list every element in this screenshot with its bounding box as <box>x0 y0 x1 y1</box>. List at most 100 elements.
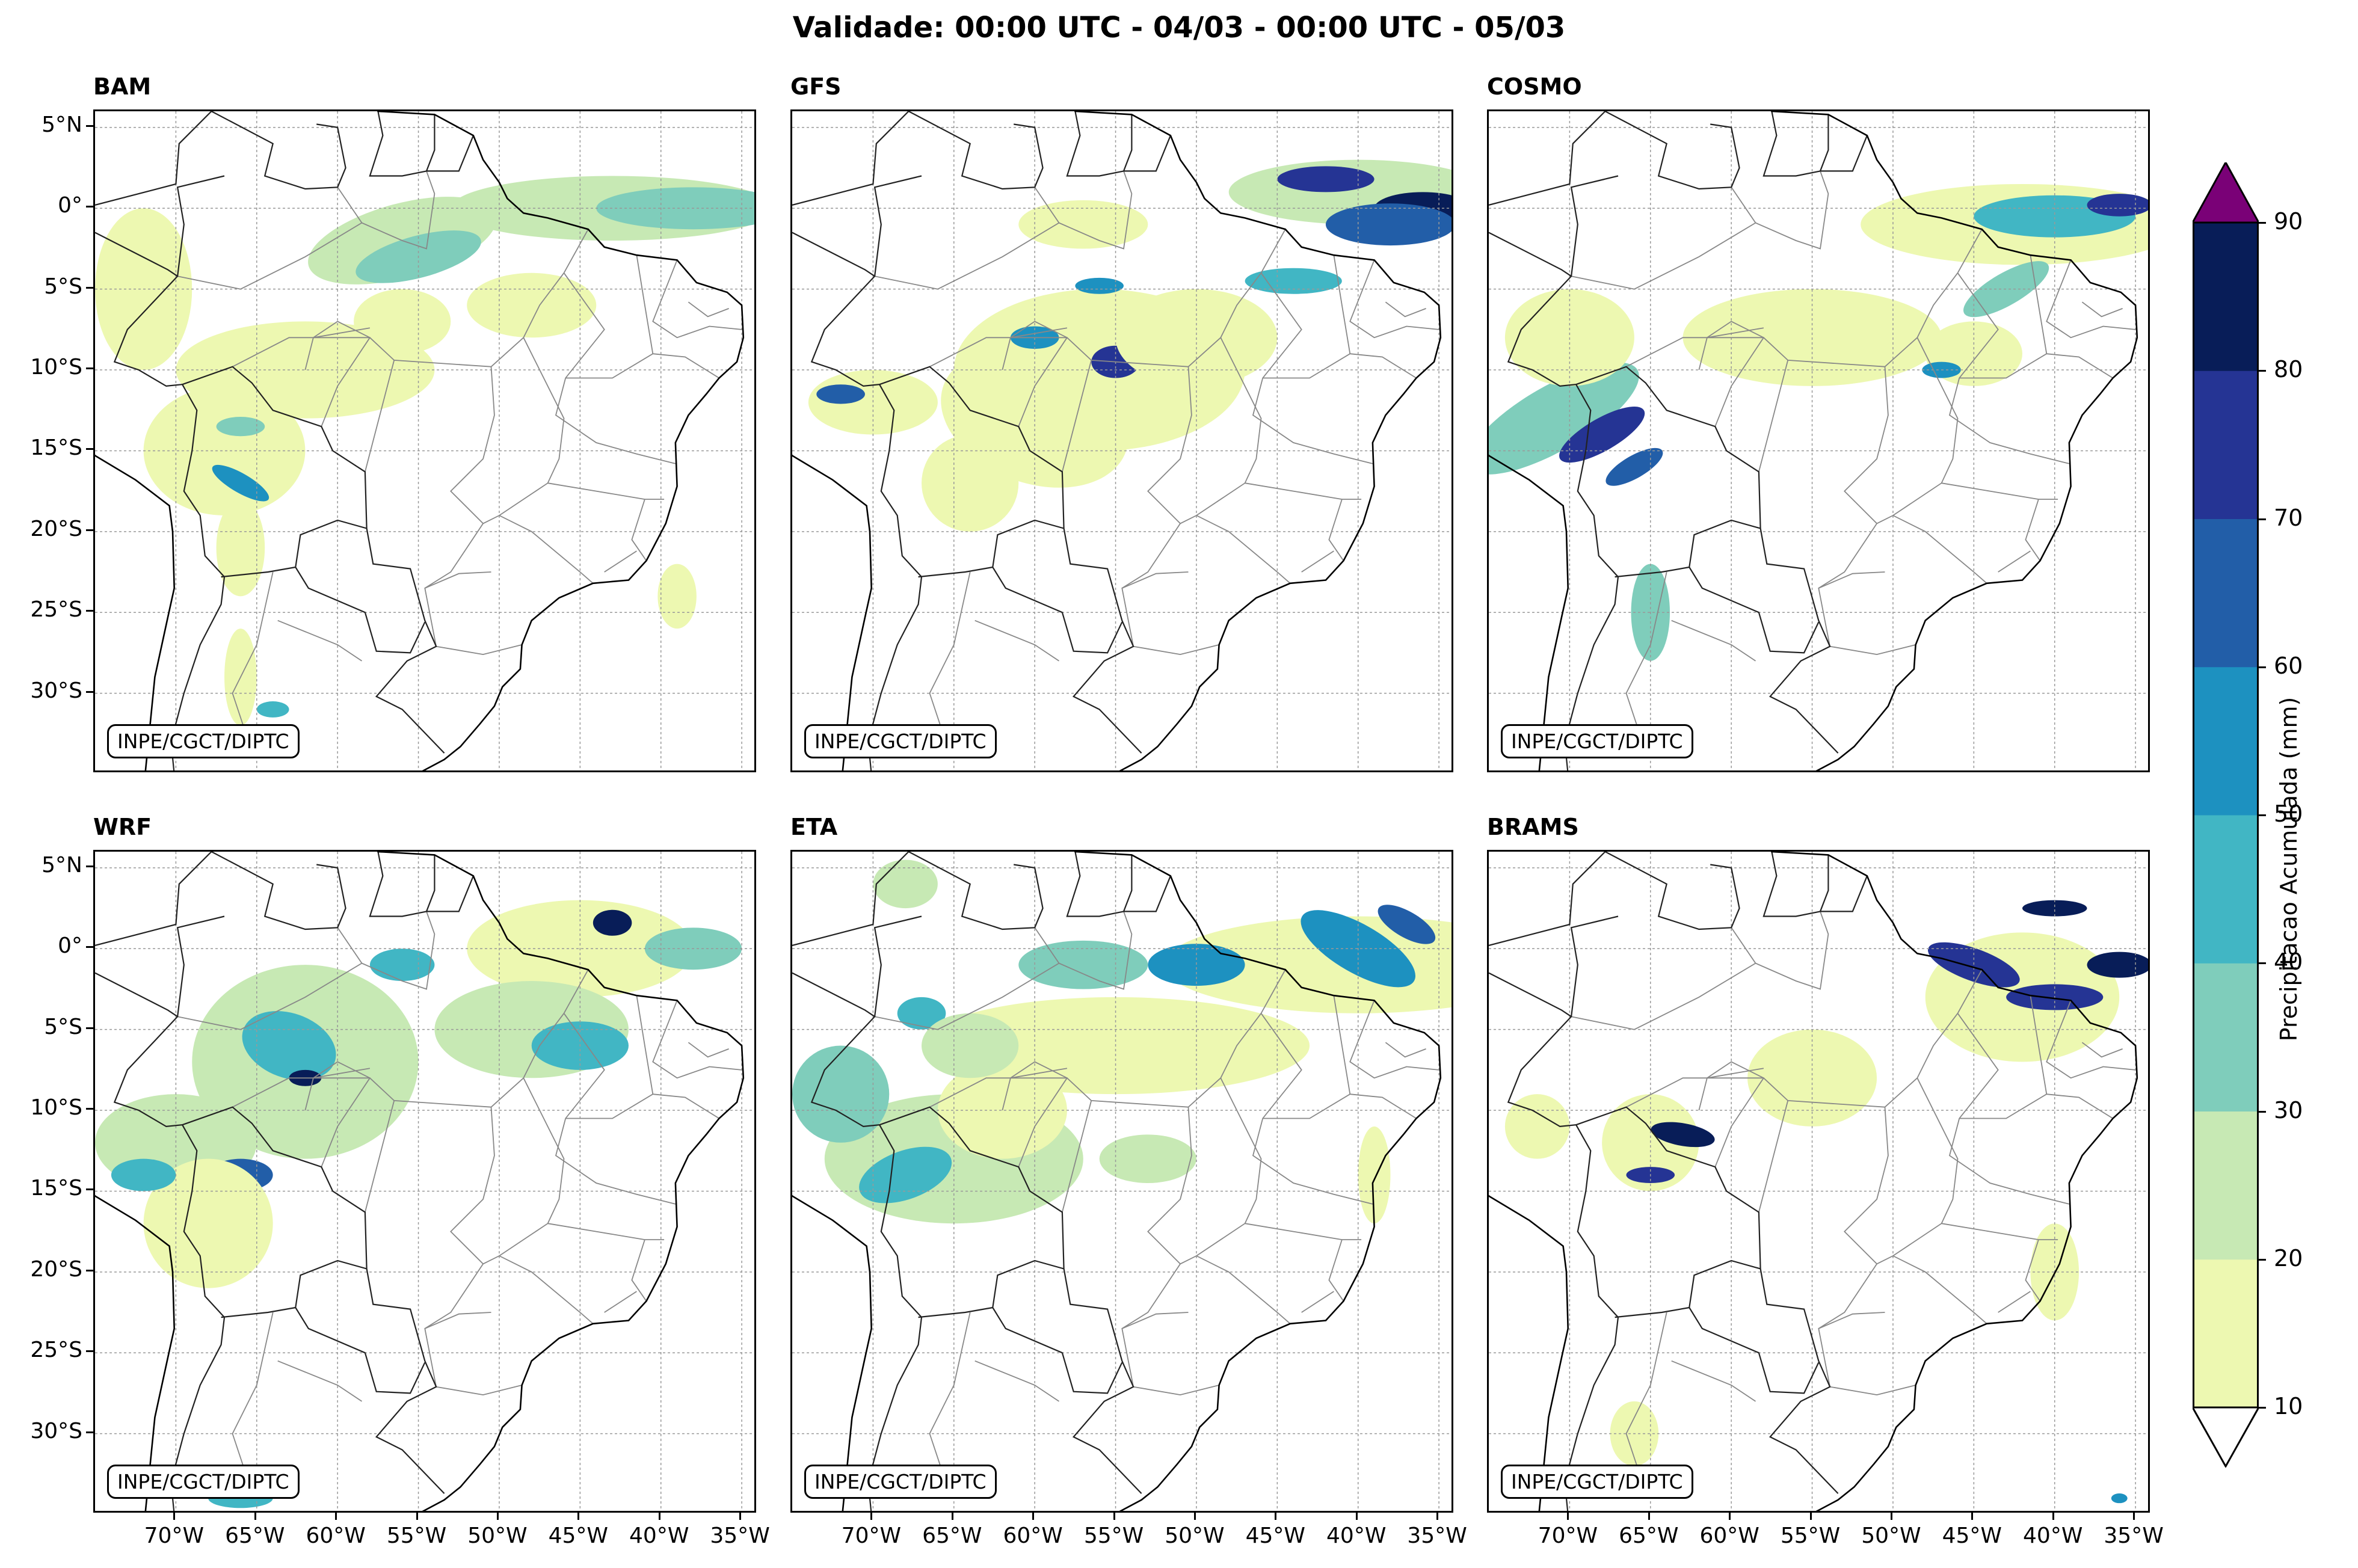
precipitation-area <box>2087 952 2148 978</box>
precipitation-area <box>1326 203 1451 246</box>
state-boundary <box>555 1013 676 1205</box>
colorbar-segment <box>2193 223 2259 371</box>
state-boundary <box>1350 353 1417 379</box>
state-boundary <box>1626 1068 1764 1108</box>
country-boundary <box>992 519 1064 568</box>
state-boundary <box>1196 515 1291 584</box>
panel-title-eta: ETA <box>790 814 838 840</box>
credit-label: INPE/CGCT/DIPTC <box>107 724 300 758</box>
state-boundary <box>1133 1385 1219 1396</box>
precipitation-area <box>897 997 946 1030</box>
coastline <box>1074 852 1442 1511</box>
tick-mark <box>1436 1513 1439 1520</box>
longitude-tick-label: 35°W <box>2104 1523 2164 1548</box>
credit-label: INPE/CGCT/DIPTC <box>804 1465 997 1499</box>
tick-mark <box>1275 1513 1277 1520</box>
precipitation-area <box>1277 166 1374 192</box>
coastline <box>1770 111 2138 770</box>
state-boundary <box>1002 1061 1068 1167</box>
state-boundary <box>1260 229 1286 274</box>
state-boundary <box>547 1223 665 1240</box>
precipitation-area <box>1605 447 1663 486</box>
country-boundary <box>1489 852 1740 946</box>
country-boundary <box>1124 135 1171 172</box>
state-boundary <box>277 1360 362 1402</box>
country-boundary <box>1688 519 1761 568</box>
state-boundary <box>365 360 395 472</box>
latitude-tick-label: 25°S <box>30 597 82 623</box>
precipitation-area <box>859 1146 952 1204</box>
country-boundary <box>1820 135 1868 172</box>
state-boundary <box>1671 620 1756 662</box>
country-boundary <box>879 366 1142 754</box>
map-canvas <box>792 111 1451 770</box>
state-boundary <box>1941 482 2058 500</box>
state-boundary <box>874 222 1059 290</box>
panel-title-wrf: WRF <box>93 814 152 840</box>
state-boundary <box>1941 1223 2058 1240</box>
precipitation-area <box>1378 905 1436 944</box>
tick-mark <box>2259 1407 2266 1409</box>
country-boundary <box>369 111 436 177</box>
tick-mark <box>1113 1513 1115 1520</box>
state-boundary <box>1671 1360 1756 1402</box>
longitude-tick-label: 45°W <box>548 1523 609 1548</box>
country-boundary <box>1066 111 1133 177</box>
tick-mark <box>2259 962 2266 965</box>
state-boundary <box>1002 321 1068 427</box>
tick-mark <box>86 690 93 693</box>
state-boundary <box>232 1312 274 1483</box>
country-boundary <box>295 519 367 568</box>
country-boundary <box>873 175 922 277</box>
state-boundary <box>652 259 742 339</box>
state-boundary <box>929 327 1068 367</box>
country-boundary <box>1820 875 1868 912</box>
tick-mark <box>416 1513 418 1520</box>
state-boundary <box>929 1312 971 1483</box>
state-boundary <box>1133 644 1219 656</box>
state-boundary <box>1818 1312 1885 1387</box>
state-boundary <box>1892 1255 1987 1324</box>
precipitation-area <box>1651 1122 1715 1148</box>
tick-mark <box>335 1513 337 1520</box>
precipitation-area <box>657 564 697 629</box>
tick-mark <box>577 1513 580 1520</box>
state-boundary <box>604 1291 637 1313</box>
state-boundary <box>2046 259 2136 339</box>
precipitation-area <box>1018 940 1148 989</box>
state-boundary <box>974 620 1059 662</box>
state-boundary <box>2025 499 2041 561</box>
country-boundary <box>792 972 923 1511</box>
state-boundary <box>1625 1312 1667 1483</box>
country-boundary <box>1615 566 1820 654</box>
state-boundary <box>1385 301 1426 318</box>
country-boundary <box>176 175 225 277</box>
tick-mark <box>496 1513 499 1520</box>
latitude-tick-label: 10°S <box>30 355 82 380</box>
state-boundary <box>1818 366 1889 589</box>
tick-mark <box>1890 1513 1892 1520</box>
latitude-tick-label: 15°S <box>30 435 82 461</box>
state-boundary <box>1245 1223 1362 1240</box>
state-boundary <box>652 1000 742 1079</box>
tick-mark <box>2259 370 2266 372</box>
precipitation-area <box>1489 362 1639 475</box>
state-boundary <box>337 171 436 250</box>
precipitation-area <box>1075 277 1124 294</box>
longitude-tick-label: 45°W <box>1942 1523 2002 1548</box>
state-boundary <box>1196 1255 1291 1324</box>
tick-mark <box>1355 1513 1358 1520</box>
tick-mark <box>86 1269 93 1271</box>
tick-mark <box>1971 1513 1974 1520</box>
country-boundary <box>221 1306 426 1394</box>
tick-mark <box>86 1350 93 1353</box>
state-boundary <box>929 1068 1068 1108</box>
state-boundary <box>1758 1100 1789 1213</box>
state-boundary <box>177 962 362 1030</box>
credit-label: INPE/CGCT/DIPTC <box>1501 724 1693 758</box>
colorbar-tick-label: 90 <box>2274 208 2303 235</box>
tick-mark <box>254 1513 256 1520</box>
map-panel-bam: INPE/CGCT/DIPTC <box>93 109 756 772</box>
longitude-tick-label: 60°W <box>1699 1523 1759 1548</box>
precipitation-area <box>2022 900 2087 917</box>
